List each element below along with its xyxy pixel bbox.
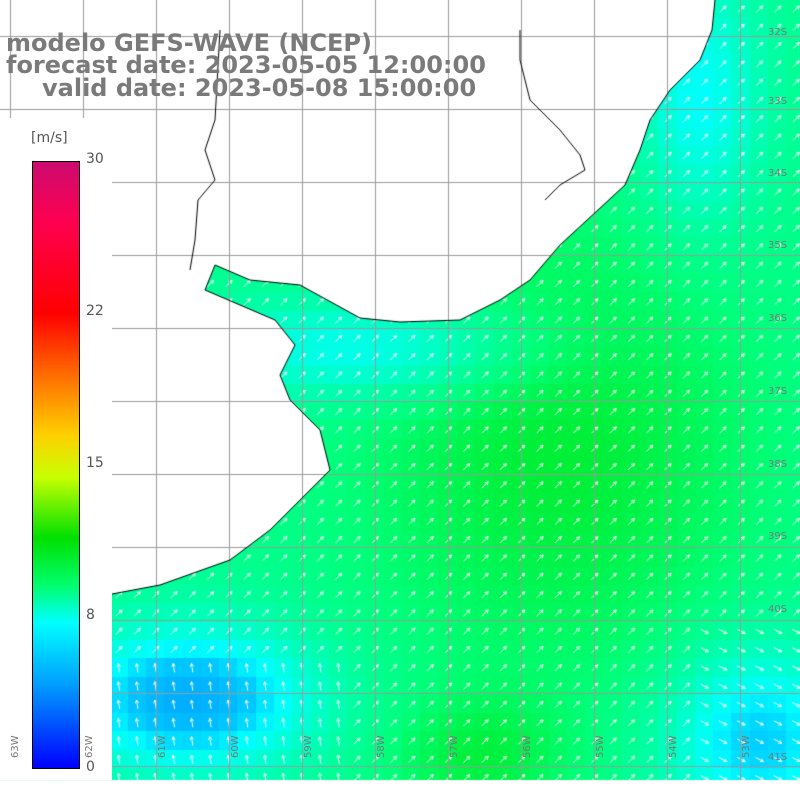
lon-label: 58W xyxy=(376,735,387,758)
lon-label: 55W xyxy=(595,735,606,758)
lon-label: 62W xyxy=(84,735,95,758)
lon-label: 53W xyxy=(741,735,752,758)
forecast-date: forecast date: 2023-05-05 12:00:00 xyxy=(6,51,486,79)
lat-label: 41S xyxy=(768,752,788,763)
lon-label: 63W xyxy=(10,735,21,758)
valid-date: valid date: 2023-05-08 15:00:00 xyxy=(42,74,477,102)
lat-label: 37S xyxy=(768,386,788,397)
model-title: modelo GEFS-WAVE (NCEP) xyxy=(6,29,372,57)
lon-label: 56W xyxy=(522,735,533,758)
colorbar-tick-30: 30 xyxy=(86,151,104,167)
colorbar-unit: [m/s] xyxy=(31,130,68,146)
colorbar-tick-8: 8 xyxy=(86,607,95,623)
lat-label: 36S xyxy=(768,313,788,324)
lon-label: 59W xyxy=(303,735,314,758)
lon-label: 61W xyxy=(157,735,168,758)
colorbar-tick-22: 22 xyxy=(86,303,104,319)
colorbar-tick-0: 0 xyxy=(86,759,95,775)
lat-label: 35S xyxy=(768,240,788,251)
lat-label: 34S xyxy=(768,168,788,179)
lon-label: 54W xyxy=(668,735,679,758)
lat-label: 32S xyxy=(768,27,788,38)
lon-label: 60W xyxy=(230,735,241,758)
colorbar xyxy=(32,161,80,769)
lat-label: 39S xyxy=(768,531,788,542)
lon-label: 57W xyxy=(449,735,460,758)
lat-label: 40S xyxy=(768,604,788,615)
lat-label: 33S xyxy=(768,96,788,107)
colorbar-tick-15: 15 xyxy=(86,455,104,471)
lat-label: 38S xyxy=(768,459,788,470)
